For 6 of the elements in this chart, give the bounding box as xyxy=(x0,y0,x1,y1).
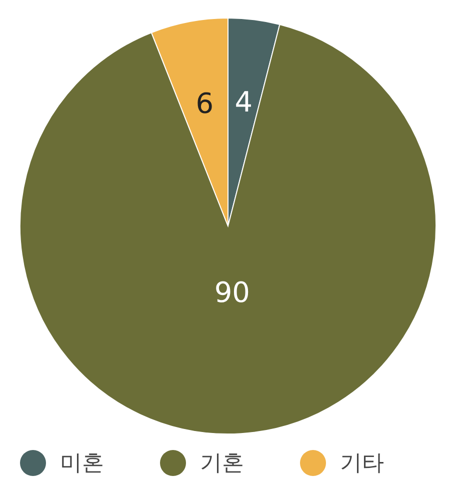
data-label: 90 xyxy=(214,276,250,309)
legend-label: 기타 xyxy=(340,450,384,478)
data-label: 4 xyxy=(234,86,253,119)
legend-label: 미혼 xyxy=(60,450,104,478)
slice-label: 기혼 xyxy=(200,450,244,478)
data-label: 6 xyxy=(196,86,214,120)
